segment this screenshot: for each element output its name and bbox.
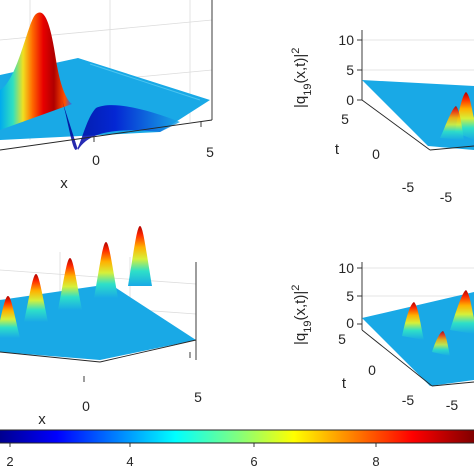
x-tick-5-bottom-left: 5 — [194, 389, 202, 405]
x-axis-label-top-left: x — [60, 175, 68, 192]
t-axis-label-bottom-right: t — [342, 375, 347, 392]
surface-top-right — [362, 80, 474, 150]
colorbar-tick-label-6: 6 — [250, 454, 257, 469]
x-tick-neg5-top-right: -5 — [440, 189, 453, 205]
axes-top-right: 10 5 0 5 0 -5 -5 t |q19(x,t)|2 — [290, 32, 474, 205]
sheet-highlight-top-left — [89, 63, 201, 101]
surface-bottom-left — [0, 226, 196, 360]
axes-top-left: 0 5 x — [0, 119, 214, 192]
t-tick-neg5-top-right: -5 — [402, 179, 415, 195]
panel-bottom-left: 0 5 x — [0, 226, 202, 428]
t-tick-neg5-bottom-right: -5 — [402, 392, 415, 408]
t-axis-label-top-right: t — [335, 141, 340, 158]
colorbar-tick-label-2: 2 — [6, 454, 13, 469]
peak-bottom-left-2 — [24, 274, 48, 322]
x-axis-label-bottom-left: x — [38, 411, 46, 428]
x-tick-0-bottom-left: 0 — [82, 398, 90, 414]
z-tick-10-bottom-right: 10 — [338, 260, 354, 276]
peak-bottom-left-4 — [94, 242, 118, 298]
z-tick-10-top-right: 10 — [338, 32, 354, 48]
surface-top-left — [0, 12, 210, 150]
colorbar: 2 4 6 8 — [0, 429, 474, 469]
peak-bottom-right-1 — [402, 302, 424, 340]
peak-bottom-right-2 — [450, 290, 474, 334]
ridge-top-left — [0, 12, 72, 130]
peak-top-right-2 — [440, 106, 464, 140]
axes-bottom-left: 0 5 x — [0, 339, 202, 428]
panel-bottom-right: 10 5 0 5 0 -5 -5 t |q19(x,t)|2 — [290, 260, 474, 413]
colorbar-tick-label-8: 8 — [372, 454, 379, 469]
peak-bottom-left-5 — [128, 226, 152, 286]
x-tick-neg5-bottom-right: -5 — [446, 397, 459, 413]
sheet-bottom-left — [0, 284, 196, 360]
z-tick-5-bottom-right: 5 — [346, 288, 354, 304]
panel-top-right: 10 5 0 5 0 -5 -5 t |q19(x,t)|2 — [290, 30, 474, 205]
z-tick-5-top-right: 5 — [346, 62, 354, 78]
z-axis-label-top-right: |q19(x,t)|2 — [290, 48, 314, 108]
peak-bottom-left-1 — [0, 296, 20, 338]
peak-bottom-right-3 — [432, 331, 450, 356]
sheet-bottom-right — [362, 292, 474, 386]
x-tick-0-top-left: 0 — [92, 152, 100, 168]
z-tick-0-bottom-right: 0 — [346, 315, 354, 331]
peak-bottom-left-3 — [58, 258, 82, 310]
t-tick-5-top-right: 5 — [341, 111, 349, 127]
t-tick-0-bottom-right: 0 — [368, 362, 376, 378]
colorbar-tick-label-4: 4 — [126, 454, 133, 469]
z-tick-0-top-right: 0 — [346, 92, 354, 108]
t-tick-5-bottom-right: 5 — [338, 331, 346, 347]
axes-bottom-right: 10 5 0 5 0 -5 -5 t |q19(x,t)|2 — [290, 260, 474, 413]
peaks-bottom-left — [0, 226, 152, 338]
surface-bottom-right — [362, 290, 474, 386]
t-tick-0-top-right: 0 — [372, 146, 380, 162]
panel-top-left: 0 5 x — [0, 0, 214, 192]
colorbar-ticks: 2 4 6 8 — [6, 443, 380, 469]
z-axis-label-bottom-right: |q19(x,t)|2 — [290, 285, 314, 345]
x-tick-5-top-left: 5 — [206, 144, 214, 160]
colorbar-strip — [0, 430, 474, 443]
